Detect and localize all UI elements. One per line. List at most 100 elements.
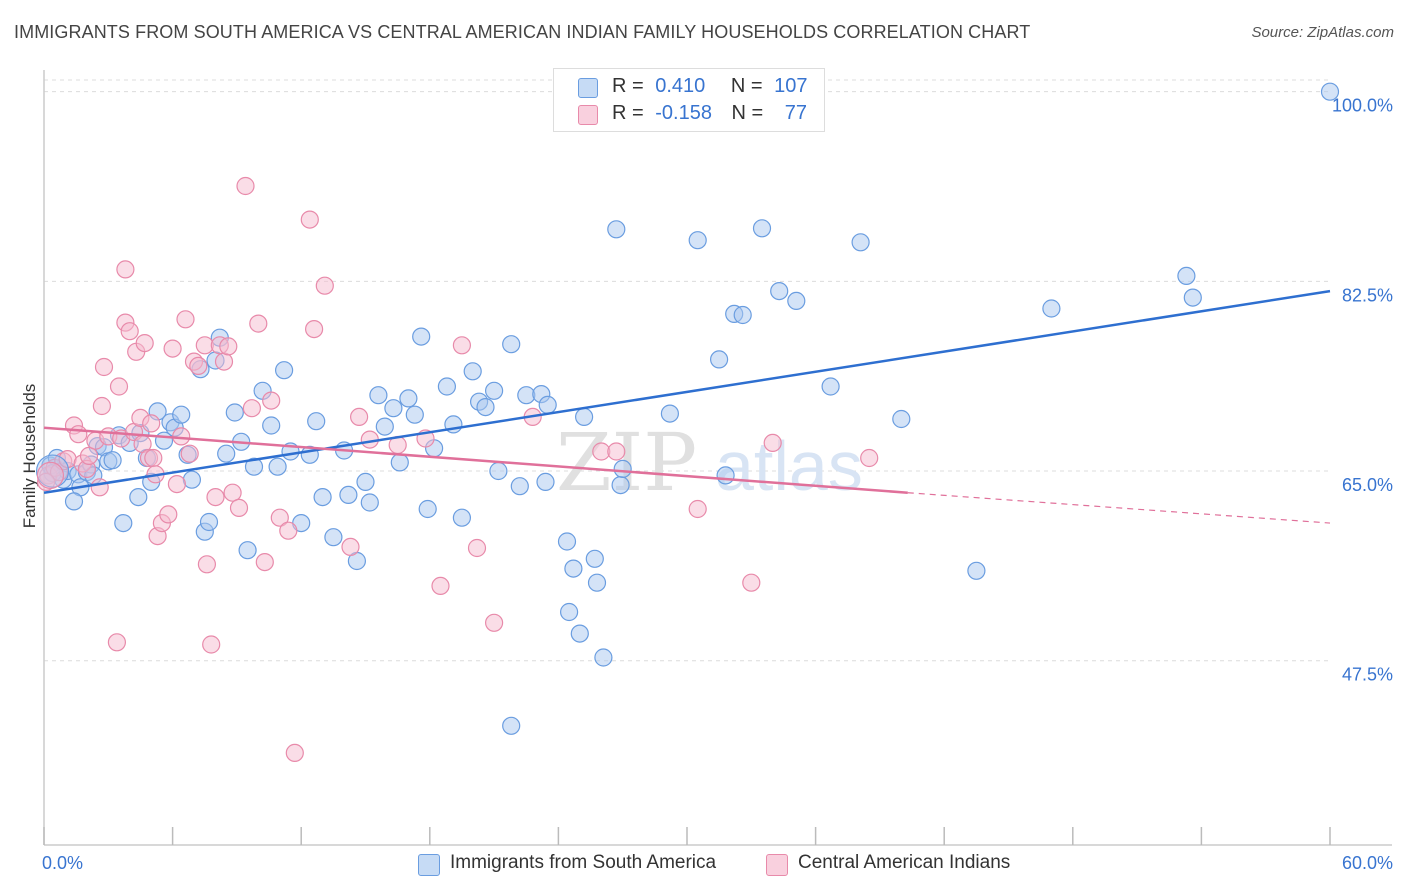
point-central-american-indians	[431, 576, 450, 596]
point-south-america	[538, 395, 557, 414]
point-central-american-indians	[452, 336, 471, 355]
point-south-america	[502, 335, 521, 354]
legend-label: Central American Indians	[798, 852, 1011, 873]
y-tick-label: 65.0%	[1342, 475, 1393, 495]
point-central-american-indians	[249, 314, 268, 333]
point-south-america	[1183, 288, 1202, 307]
point-south-america	[1320, 82, 1340, 101]
y-tick-label: 100.0%	[1332, 96, 1393, 116]
point-south-america	[613, 459, 632, 478]
point-central-american-indians	[255, 552, 274, 572]
point-south-america	[172, 405, 191, 424]
point-south-america	[476, 398, 495, 417]
point-central-american-indians	[350, 407, 369, 426]
point-south-america	[199, 512, 219, 532]
n-value: 107	[774, 75, 808, 97]
point-south-america	[356, 472, 375, 491]
source-credit: Source: ZipAtlas.com	[1251, 24, 1394, 41]
y-tick-label: 82.5%	[1342, 285, 1393, 305]
point-central-american-indians	[202, 635, 221, 654]
point-south-america	[182, 470, 201, 489]
point-south-america	[510, 477, 529, 496]
point-central-american-indians	[285, 743, 304, 763]
point-central-american-indians	[159, 505, 178, 524]
point-south-america	[709, 350, 729, 369]
point-central-american-indians	[242, 399, 261, 418]
x-tick-label: 60.0%	[1342, 853, 1393, 873]
legend-swatch-blue	[418, 854, 440, 876]
point-central-american-indians	[315, 276, 334, 295]
point-south-america	[660, 404, 680, 423]
point-south-america	[564, 559, 583, 578]
point-south-america	[405, 405, 424, 424]
point-south-america	[384, 399, 403, 418]
point-central-american-indians	[279, 521, 298, 540]
point-south-america	[275, 361, 294, 380]
point-south-america	[307, 412, 326, 431]
point-central-american-indians	[135, 334, 154, 353]
point-central-american-indians	[116, 260, 135, 279]
point-central-american-indians	[262, 391, 281, 410]
point-south-america	[452, 508, 471, 527]
point-central-american-indians	[176, 310, 195, 329]
point-central-american-indians	[94, 357, 114, 377]
point-south-america	[967, 561, 986, 580]
point-south-america	[557, 532, 577, 551]
legend-swatch-pink	[766, 854, 788, 876]
point-south-america	[594, 648, 613, 667]
watermark: ZIP atlas	[556, 416, 863, 509]
point-central-american-indians	[120, 322, 139, 341]
point-south-america	[114, 513, 133, 533]
point-south-america	[570, 624, 589, 643]
point-south-america	[489, 461, 508, 481]
point-central-american-indians	[229, 498, 249, 517]
point-south-america	[892, 409, 911, 429]
point-central-american-indians	[163, 339, 182, 358]
point-central-american-indians	[763, 433, 782, 452]
legend-swatch-blue	[578, 78, 598, 98]
point-central-american-indians	[79, 446, 99, 465]
point-south-america	[369, 386, 388, 405]
point-south-america	[611, 476, 630, 495]
point-central-american-indians	[467, 538, 487, 558]
trend-lines	[43, 289, 1331, 524]
point-central-american-indians	[485, 613, 504, 632]
tick-labels: 47.5% 65.0% 82.5% 100.0% 0.0% 60.0%	[42, 96, 1393, 873]
point-south-america	[752, 219, 772, 238]
point-central-american-indians	[607, 442, 626, 461]
point-central-american-indians	[107, 633, 127, 652]
point-central-american-indians	[109, 377, 129, 396]
x-tick-label: 0.0%	[42, 853, 83, 873]
watermark-atlas: atlas	[715, 427, 863, 505]
point-central-american-indians	[305, 320, 324, 339]
stats-legend: R = 0.410 N = 107 R = -0.158 N = 77	[553, 68, 825, 132]
point-central-american-indians	[90, 478, 109, 497]
gridlines	[44, 79, 1330, 662]
point-south-america	[716, 466, 735, 485]
point-south-america	[313, 488, 332, 507]
point-central-american-indians	[214, 352, 234, 371]
point-south-america	[262, 416, 281, 435]
chart-title: IMMIGRANTS FROM SOUTH AMERICA VS CENTRAL…	[14, 22, 1031, 42]
point-south-america	[463, 362, 482, 381]
n-label: N =	[731, 102, 764, 124]
legend-swatch-pink	[578, 105, 598, 125]
point-south-america	[536, 472, 555, 491]
point-central-american-indians	[189, 356, 208, 375]
point-central-american-indians	[742, 573, 761, 592]
point-south-america	[103, 451, 122, 470]
point-south-america	[585, 549, 604, 568]
point-south-america	[437, 377, 456, 396]
point-central-american-indians	[197, 555, 216, 574]
point-south-america	[559, 602, 579, 622]
r-value: -0.158	[655, 102, 712, 124]
point-central-american-indians	[860, 448, 879, 468]
point-south-america	[217, 444, 236, 463]
r-value: 0.410	[655, 75, 706, 97]
legend-label: Immigrants from South America	[450, 852, 717, 873]
r-label: R =	[612, 102, 644, 124]
point-central-american-indians	[300, 210, 319, 229]
trend-line-blue	[43, 289, 1331, 494]
point-south-america	[733, 305, 752, 325]
point-central-american-indians	[180, 444, 199, 463]
